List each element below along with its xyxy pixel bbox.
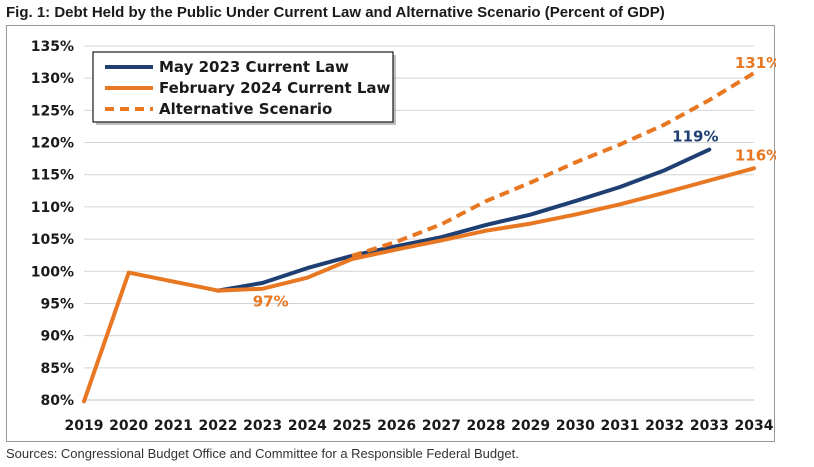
series-line-2 <box>351 71 756 258</box>
data-label: 116% <box>735 146 776 164</box>
y-tick-label: 115% <box>31 168 74 184</box>
y-tick-label: 110% <box>31 200 74 216</box>
x-tick-label: 2020 <box>109 418 148 434</box>
x-tick-label: 2030 <box>556 418 595 434</box>
y-tick-label: 85% <box>40 361 74 377</box>
legend-label: Alternative Scenario <box>159 100 332 118</box>
line-chart: 80% 85% 90% 95% 100% 105% 110% 115% 120% 125% 130%… <box>31 39 776 434</box>
x-tick-label: 2025 <box>333 418 372 434</box>
x-tick-label: 2033 <box>690 418 729 434</box>
y-tick-label: 130% <box>31 71 74 87</box>
x-tick-label: 2022 <box>199 418 238 434</box>
y-tick-label: 90% <box>40 329 74 345</box>
series-line-1 <box>82 166 756 404</box>
data-label: 131% <box>735 54 776 72</box>
data-label: 119% <box>672 128 718 146</box>
x-tick-label: 2028 <box>467 418 506 434</box>
x-tick-label: 2026 <box>377 418 416 434</box>
legend-label: February 2024 Current Law <box>159 79 391 97</box>
y-tick-label: 100% <box>31 264 74 280</box>
legend: May 2023 Current Law February 2024 Curren… <box>92 51 396 125</box>
x-tick-label: 2032 <box>645 418 684 434</box>
chart-frame: 80% 85% 90% 95% 100% 105% 110% 115% 120% 125% 130%… <box>6 25 776 442</box>
x-tick-label: 2019 <box>65 418 104 434</box>
series-lines <box>82 71 756 404</box>
x-tick-label: 2021 <box>154 418 193 434</box>
axes: 80% 85% 90% 95% 100% 105% 110% 115% 120% 125% 130%… <box>31 39 774 434</box>
y-tick-label: 95% <box>40 296 74 312</box>
gridlines <box>84 45 754 369</box>
y-tick-label: 120% <box>31 136 74 152</box>
legend-label: May 2023 Current Law <box>159 58 349 76</box>
series-line-0 <box>216 147 712 293</box>
y-tick-label: 105% <box>31 232 74 248</box>
y-tick-label: 80% <box>40 393 74 409</box>
x-tick-label: 2027 <box>422 418 461 434</box>
data-label: 97% <box>253 293 289 311</box>
chart-title: Fig. 1: Debt Held by the Public Under Cu… <box>6 4 665 21</box>
x-tick-label: 2024 <box>288 418 327 434</box>
source-note: Sources: Congressional Budget Office and… <box>6 446 519 461</box>
x-tick-label: 2023 <box>243 418 282 434</box>
data-annotations: 97% 119% 116% 131% <box>253 54 776 311</box>
y-tick-label: 135% <box>31 39 74 55</box>
y-tick-label: 125% <box>31 103 74 119</box>
x-tick-label: 2031 <box>601 418 640 434</box>
x-tick-label: 2034 <box>735 418 774 434</box>
x-tick-label: 2029 <box>511 418 550 434</box>
